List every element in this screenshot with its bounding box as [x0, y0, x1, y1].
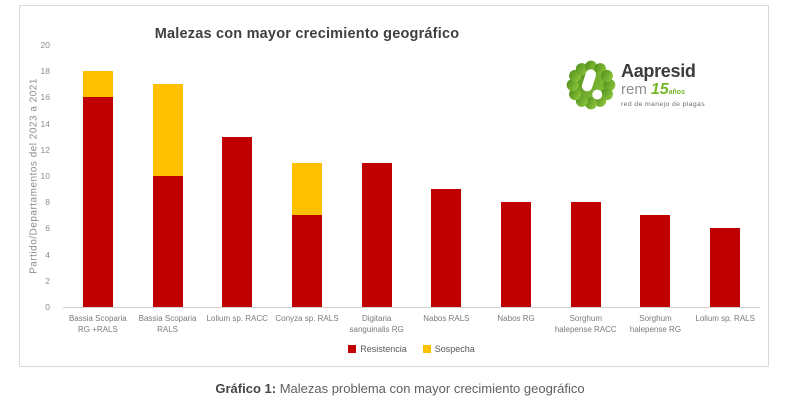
y-tick-label: 4 — [45, 249, 50, 260]
logo-years-suffix-label: años — [668, 88, 685, 96]
bar-segment-resistencia — [640, 215, 671, 307]
bar-segment-resistencia — [501, 202, 532, 307]
bar-segment-sospecha — [152, 84, 183, 176]
bar-slot — [481, 45, 551, 307]
aapresid-logo: Aapresid rem 15 años red de manejo de pl… — [566, 58, 705, 112]
x-tick-label: Sorghum halepense RACC — [554, 314, 617, 335]
y-tick-label: 18 — [40, 66, 50, 77]
bar-segment-resistencia — [431, 189, 462, 307]
logo-rem-line: rem 15 años — [621, 80, 705, 98]
y-tick-label: 20 — [40, 40, 50, 50]
aapresid-logo-icon — [566, 60, 616, 110]
bar-1 — [82, 71, 113, 307]
x-axis-labels: Bassia Scoparia RG +RALS Bassia Scoparia … — [63, 313, 760, 335]
y-tick-label: 8 — [45, 197, 50, 208]
bar-3 — [222, 136, 253, 307]
figure-caption-prefix: Gráfico 1: — [215, 381, 277, 396]
bar-slot — [690, 45, 760, 307]
x-tick-label: Bassia Scoparia RALS — [138, 314, 197, 335]
x-tick-label: Nabos RALS — [423, 314, 470, 323]
legend-item-resistencia: Resistencia — [348, 344, 407, 354]
bar-slot — [412, 45, 482, 307]
x-tick-label: Nabos RG — [497, 314, 535, 323]
y-axis-ticks: 0 2 4 6 8 10 12 14 16 18 20 — [20, 40, 50, 312]
bar-segment-resistencia — [291, 215, 322, 307]
bar-segment-resistencia — [361, 162, 392, 307]
x-tick-label: Bassia Scoparia RG +RALS — [68, 314, 127, 335]
bar-segment-resistencia — [152, 176, 183, 307]
logo-tagline: red de manejo de plagas — [621, 100, 706, 108]
bar-slot — [551, 45, 621, 307]
logo-years-label: 15 — [650, 80, 669, 98]
legend: Resistencia Sospecha — [63, 344, 760, 354]
x-tick-label: Sorghum halepense RG — [629, 314, 682, 335]
bar-8 — [570, 202, 601, 307]
bar-10 — [710, 228, 741, 307]
bar-segment-resistencia — [222, 136, 253, 307]
x-tick-label: Lolium sp. RACC — [206, 314, 268, 323]
chart-title: Malezas con mayor crecimiento geográfico — [154, 26, 460, 42]
bar-slot — [621, 45, 691, 307]
logo-brand-name: Aapresid — [621, 60, 696, 81]
aapresid-logo-text: Aapresid rem 15 años red de manejo de pl… — [621, 62, 705, 109]
y-tick-label: 0 — [45, 302, 50, 312]
legend-swatch-resistencia — [348, 345, 357, 353]
x-tick-label: Lolium sp. RALS — [695, 314, 755, 323]
bar-slot — [202, 45, 272, 307]
bar-7 — [501, 202, 532, 307]
bar-slot — [272, 45, 342, 307]
figure-caption: Gráfico 1: Malezas problema con mayor cr… — [0, 381, 800, 396]
bar-2 — [152, 84, 183, 307]
bar-4 — [291, 162, 322, 307]
bar-6 — [431, 189, 462, 307]
bar-slot — [133, 45, 203, 307]
legend-label: Resistencia — [360, 344, 407, 354]
bar-9 — [640, 215, 671, 307]
bar-slot — [342, 45, 412, 307]
y-tick-label: 6 — [45, 223, 50, 234]
bar-slot — [63, 45, 133, 307]
legend-label: Sospecha — [434, 344, 475, 354]
figure-caption-text: Malezas problema con mayor crecimiento g… — [279, 381, 585, 396]
bar-segment-resistencia — [570, 202, 601, 307]
plot-area — [63, 45, 760, 308]
chart-panel: Malezas con mayor crecimiento geográfico — [19, 5, 769, 367]
x-tick-label: Digitaria sanguinalis RG — [349, 314, 404, 335]
y-tick-label: 14 — [40, 118, 50, 129]
y-tick-label: 2 — [45, 275, 50, 286]
bar-5 — [361, 162, 392, 307]
bar-segment-resistencia — [82, 97, 113, 307]
logo-rem-label: rem — [621, 80, 647, 98]
legend-item-sospecha: Sospecha — [422, 344, 475, 354]
legend-swatch-sospecha — [422, 345, 431, 353]
bar-segment-sospecha — [291, 162, 322, 216]
x-tick-label: Conyza sp. RALS — [275, 314, 339, 323]
bar-segment-sospecha — [82, 71, 113, 98]
y-tick-label: 16 — [40, 92, 50, 103]
y-tick-label: 12 — [40, 144, 50, 155]
y-tick-label: 10 — [40, 171, 50, 181]
bar-segment-resistencia — [710, 228, 741, 307]
